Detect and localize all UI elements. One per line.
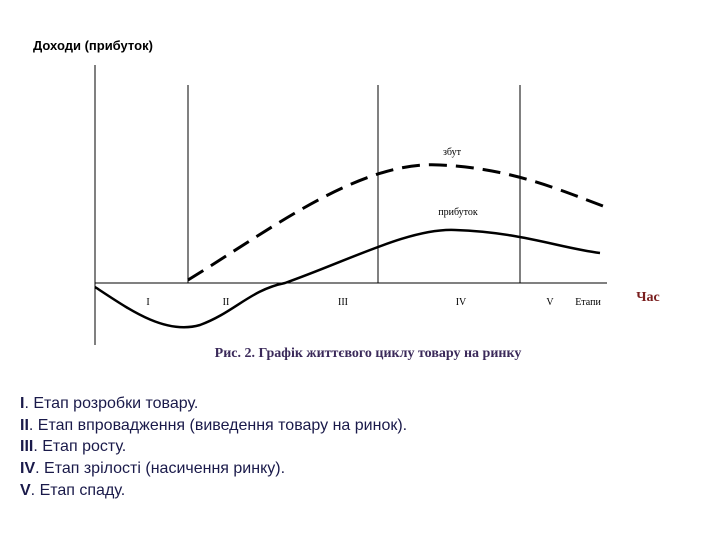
list-text: . Етап впровадження (виведення товару на… [28,416,408,434]
stage-label: IV [456,297,467,308]
y-axis-label: Доходи (прибуток) [33,38,153,53]
x-axis-label: Час [636,290,660,305]
stage-label: I [146,297,149,308]
list-item: II. Етап впровадження (виведення товару … [20,415,407,437]
profit-curve [94,228,601,329]
list-text: . Етап розробки товару. [24,395,199,412]
profit-label: прибуток [438,207,478,218]
sales-curve [187,163,604,282]
list-text: . Етап росту. [33,438,127,456]
diagram: Доходи (прибуток) збут прибуток I II III… [33,38,660,361]
sales-label: збут [443,147,462,158]
list-num: V [20,481,31,499]
stages-label: Етапи [575,297,601,308]
list-num: IV [20,460,36,478]
list-num: III [20,438,34,456]
list-text: . Етап зрілості (насичення ринку). [35,460,286,478]
caption: Рис. 2. Графік життєвого циклу товару на… [215,346,522,361]
list-item: V. Етап спаду. [20,480,407,502]
list-num: II [20,416,29,434]
stage-label: III [338,297,348,308]
list-item: I. Етап розробки товару. [20,393,407,415]
list-item: III. Етап росту. [20,436,407,458]
stage-label: II [223,297,230,308]
list-num: I [20,395,25,412]
list-text: . Етап спаду. [30,481,126,499]
stage-label: V [546,297,554,308]
list-item: IV. Етап зрілості (насичення ринку). [20,458,407,480]
stage-list: I. Етап розробки товару. II. Етап впрова… [20,393,407,502]
